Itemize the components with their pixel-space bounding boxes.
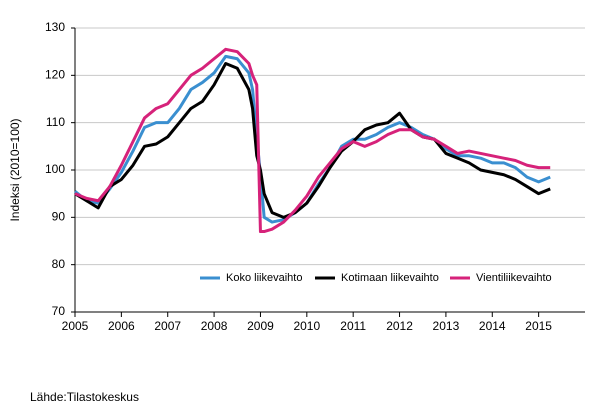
y-tick-label: 90	[52, 210, 66, 224]
x-tick-label: 2008	[201, 319, 228, 333]
source-note: Lähde:Tilastokeskus	[30, 390, 139, 404]
y-tick-label: 80	[52, 257, 66, 271]
series-line	[74, 62, 551, 219]
x-tick-label: 2013	[433, 319, 460, 333]
y-tick-label: 100	[45, 162, 65, 176]
y-axis-label: Indeksi (2010=100)	[8, 118, 22, 221]
x-tick-label: 2007	[154, 319, 181, 333]
x-tick-label: 2005	[62, 319, 89, 333]
x-tick-label: 2009	[247, 319, 274, 333]
y-tick-label: 130	[45, 20, 65, 34]
series-line	[74, 47, 551, 234]
legend-label: Kotimaan liikevaihto	[341, 272, 439, 284]
x-tick-label: 2012	[386, 319, 413, 333]
legend-label: Koko liikevaihto	[226, 272, 302, 284]
y-tick-label: 70	[52, 304, 66, 318]
x-tick-label: 2011	[340, 319, 366, 333]
legend-box	[190, 268, 580, 288]
y-tick-label: 120	[45, 68, 65, 82]
x-tick-label: 2015	[525, 319, 552, 333]
x-tick-label: 2010	[293, 319, 320, 333]
x-tick-label: 2006	[108, 319, 135, 333]
x-tick-label: 2014	[479, 319, 506, 333]
y-tick-label: 110	[46, 115, 65, 129]
legend-label: Vientiliikevaihto	[476, 272, 552, 284]
